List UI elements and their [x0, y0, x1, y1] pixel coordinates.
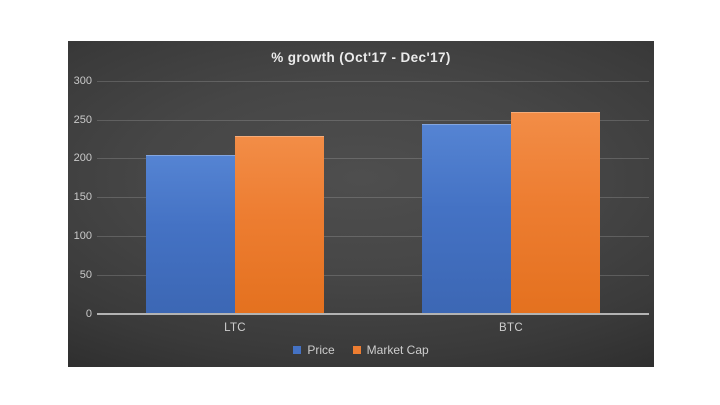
gridline-200	[97, 158, 649, 160]
chart-legend: Price Market Cap	[68, 343, 654, 357]
x-axis-line	[97, 313, 649, 315]
x-axis-label-btc: BTC	[499, 322, 523, 334]
gridline-250	[97, 119, 649, 121]
y-axis-tick-label-0: 0	[85, 308, 92, 320]
legend-label-price: Price	[307, 343, 335, 357]
y-axis-tick-label-50: 50	[79, 269, 92, 282]
x-axis-label-ltc: LTC	[224, 322, 246, 334]
chart-area: % growth (Oct'17 - Dec'17) Price Market C…	[68, 41, 654, 367]
y-axis-tick-label-150: 150	[73, 191, 92, 204]
legend-item-price: Price	[293, 343, 335, 357]
chart-title: % growth (Oct'17 - Dec'17)	[271, 50, 451, 65]
legend-label-market-cap: Market Cap	[366, 343, 429, 357]
gridline-100	[97, 236, 649, 238]
legend-swatch-price	[293, 346, 302, 354]
gridline-300	[97, 80, 649, 82]
y-axis-tick-label-300: 300	[73, 74, 92, 87]
bar-market-cap-ltc	[235, 135, 324, 314]
gridline-150	[97, 197, 649, 199]
y-axis-tick-label-200: 200	[73, 152, 92, 165]
gridline-50	[97, 275, 649, 277]
bar-price-ltc	[146, 154, 235, 314]
legend-item-market-cap: Market Cap	[352, 343, 429, 357]
bar-price-btc	[422, 124, 511, 314]
bar-market-cap-btc	[511, 111, 600, 314]
legend-swatch-market-cap	[352, 346, 361, 354]
y-axis-tick-label-250: 250	[73, 113, 92, 126]
y-axis-tick-label-100: 100	[73, 230, 92, 243]
